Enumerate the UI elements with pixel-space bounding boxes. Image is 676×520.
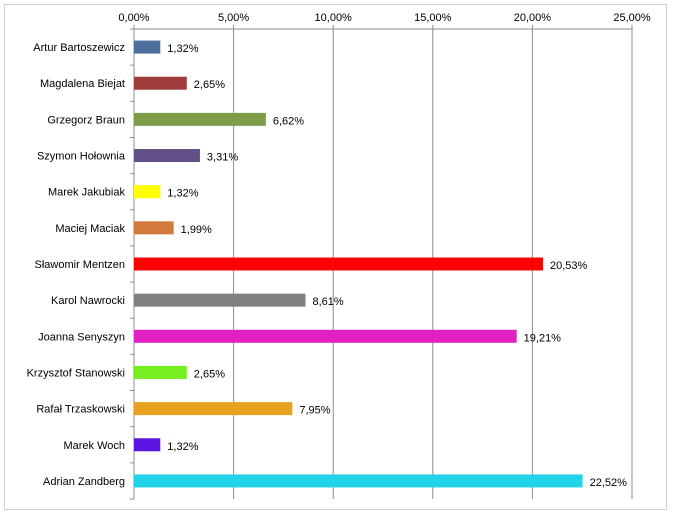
- data-label: 8,61%: [313, 296, 344, 308]
- data-label: 1,32%: [167, 43, 198, 55]
- category-label: Karol Nawrocki: [51, 295, 125, 307]
- bar: [134, 112, 266, 126]
- data-label: 1,32%: [167, 188, 198, 200]
- bar: [134, 76, 187, 90]
- bar: [134, 329, 517, 343]
- data-label: 1,32%: [167, 441, 198, 453]
- bar: [134, 221, 174, 235]
- category-label: Grzegorz Braun: [47, 114, 125, 126]
- x-tick-label: 25,00%: [613, 12, 651, 24]
- x-tick-label: 15,00%: [414, 12, 452, 24]
- category-label: Marek Jakubiak: [48, 187, 126, 199]
- bar: [134, 40, 161, 54]
- bar-chart: 0,00% 5,00% 10,00% 15,00% 20,00% 25,00% Artur …: [27, 12, 651, 500]
- bar: [134, 185, 161, 199]
- category-label: Adrian Zandberg: [43, 476, 125, 488]
- data-label: 20,53%: [550, 260, 588, 272]
- data-label: 2,65%: [194, 368, 225, 380]
- bar: [134, 293, 306, 307]
- data-label: 2,65%: [194, 79, 225, 91]
- bar: [134, 438, 161, 452]
- x-tick-label: 5,00%: [218, 12, 249, 24]
- category-label: Marek Woch: [63, 440, 125, 452]
- bar: [134, 365, 187, 379]
- category-label: Artur Bartoszewicz: [33, 42, 125, 54]
- bar: [134, 474, 583, 488]
- bar: [134, 257, 543, 271]
- data-label: 19,21%: [524, 332, 562, 344]
- data-label: 1,99%: [181, 224, 212, 236]
- bar: [134, 402, 293, 416]
- x-tick-label: 0,00%: [118, 12, 149, 24]
- chart-area: 0,00% 5,00% 10,00% 15,00% 20,00% 25,00% Artur …: [4, 4, 667, 510]
- data-label: 6,62%: [273, 115, 304, 127]
- category-label: Szymon Hołownia: [37, 151, 126, 163]
- category-label: Magdalena Biejat: [40, 78, 125, 90]
- category-label: Maciej Maciak: [55, 223, 125, 235]
- x-tick-label: 10,00%: [315, 12, 353, 24]
- category-label: Krzysztof Stanowski: [27, 367, 125, 379]
- bar: [134, 149, 200, 163]
- x-tick-label: 20,00%: [514, 12, 552, 24]
- category-label: Sławomir Mentzen: [35, 259, 125, 271]
- data-label: 22,52%: [590, 477, 628, 489]
- data-label: 3,31%: [207, 152, 238, 164]
- category-label: Rafał Trzaskowski: [36, 404, 125, 416]
- data-label: 7,95%: [299, 405, 330, 417]
- category-label: Joanna Senyszyn: [38, 331, 125, 343]
